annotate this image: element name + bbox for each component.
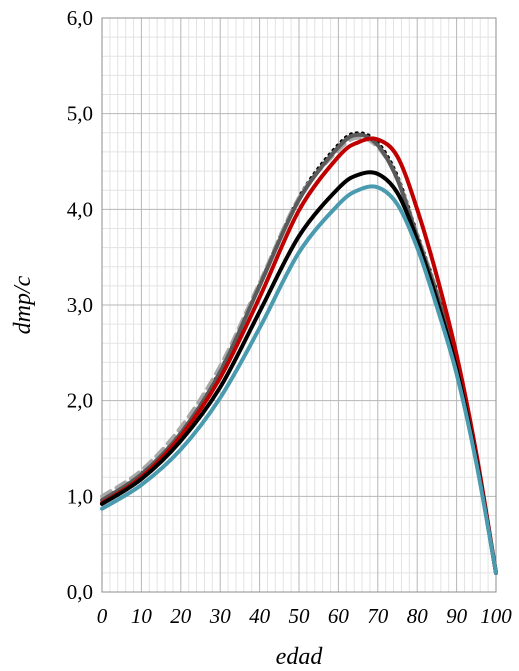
- y-tick-label: 4,0: [67, 197, 93, 221]
- x-tick-label: 30: [209, 604, 232, 628]
- x-tick-label: 50: [289, 604, 311, 628]
- x-tick-label: 70: [367, 604, 389, 628]
- x-tick-label: 10: [131, 604, 153, 628]
- x-tick-label: 60: [328, 604, 350, 628]
- y-tick-label: 2,0: [67, 389, 93, 413]
- series-layer: [100, 131, 498, 575]
- x-tick-labels: 0 10 20 30 40 50 60 70 80 90 100: [97, 604, 513, 628]
- x-tick-label: 0: [97, 604, 108, 628]
- y-tick-labels: 0,0 1,0 2,0 3,0 4,0 5,0 6,0: [67, 6, 93, 604]
- plot-frame: [101, 17, 497, 593]
- x-tick-label: 20: [170, 604, 192, 628]
- y-tick-label: 5,0: [67, 102, 93, 126]
- y-tick-label: 1,0: [67, 484, 93, 508]
- series-line-6: [100, 184, 498, 575]
- major-grid: [102, 18, 496, 592]
- x-tick-label: 100: [480, 604, 512, 628]
- series-line-4: [100, 136, 498, 575]
- x-tick-label: 40: [249, 604, 271, 628]
- x-tick-label: 80: [407, 604, 429, 628]
- x-axis-title: edad: [276, 644, 324, 670]
- y-tick-label: 6,0: [67, 6, 93, 30]
- y-axis-title: dmp/c: [10, 275, 36, 334]
- y-tick-label: 0,0: [67, 580, 93, 604]
- y-tick-label: 3,0: [67, 293, 93, 317]
- x-tick-label: 90: [446, 604, 468, 628]
